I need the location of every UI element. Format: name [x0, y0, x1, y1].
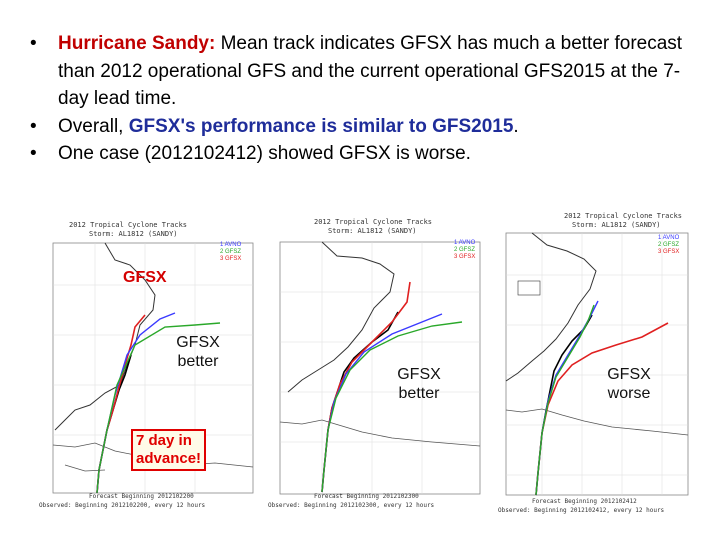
bullet-highlight-overall: GFSX's performance is similar to GFS2015	[128, 115, 514, 137]
map-observed: Observed: Beginning 2012102300, every 12…	[268, 502, 435, 509]
legend-gfsx: 3 GFSX	[658, 249, 680, 255]
map-forecast: Forecast Beginning 2012102412	[532, 498, 637, 505]
map-title: 2012 Tropical Cyclone Tracks	[69, 221, 188, 229]
legend-gfsz: 2 GFSZ	[220, 249, 242, 255]
track-map-panel-3: 2012 Tropical Cyclone Tracks Storm: AL18…	[492, 205, 692, 520]
legend-gfsx: 3 GFSX	[454, 254, 476, 260]
bullet-text-case: One case (2012102412) showed GFSX is wor…	[58, 143, 471, 164]
map-legend: 1 AVNO 2 GFSZ 3 GFSX	[658, 235, 679, 256]
map-legend: 1 AVNO 2 GFSZ 3 GFSX	[454, 240, 475, 261]
callout-7-day: 7 day in advance!	[131, 429, 207, 471]
track-map-2	[262, 212, 490, 512]
track-map-panel-1: 2012 Tropical Cyclone Tracks Storm: AL18…	[35, 215, 260, 513]
bullet-dot: •	[30, 33, 37, 54]
bullet-dot: •	[30, 115, 37, 137]
map-forecast: Forecast Beginning 2012102300	[314, 493, 419, 500]
bullet-text-sandy: Mean track indicates GFSX has much a bet…	[58, 33, 683, 109]
bullet-list: • Hurricane Sandy: Mean track indicates …	[30, 30, 700, 168]
map-storm: Storm: AL1812 (SANDY)	[572, 221, 661, 229]
verdict-label-3: GFSX worse	[607, 366, 651, 402]
bullet-dot: •	[30, 143, 37, 164]
map-title: 2012 Tropical Cyclone Tracks	[564, 212, 683, 220]
map-observed: Observed: Beginning 2012102200, every 12…	[39, 502, 206, 509]
map-title: 2012 Tropical Cyclone Tracks	[314, 218, 433, 226]
gfsx-overlay-label: GFSX	[123, 269, 167, 286]
legend-avno: 1 AVNO	[454, 240, 476, 246]
verdict-label-2: GFSX better	[397, 366, 441, 402]
bullet-post-overall: .	[513, 115, 519, 137]
track-map-3	[492, 205, 692, 520]
map-storm: Storm: AL1812 (SANDY)	[328, 227, 417, 235]
bullet-pre-overall: Overall,	[58, 115, 129, 137]
verdict-label-1: GFSX better	[176, 334, 220, 370]
legend-avno: 1 AVNO	[220, 242, 242, 248]
bullet-case: • One case (2012102412) showed GFSX is w…	[30, 140, 700, 168]
map-forecast: Forecast Beginning 2012102200	[89, 493, 194, 500]
bullet-overall: • Overall, GFSX's performance is similar…	[30, 113, 700, 141]
legend-gfsx: 3 GFSX	[220, 256, 242, 262]
map-observed: Observed: Beginning 2012102412, every 12…	[498, 507, 665, 514]
map-legend: 1 AVNO 2 GFSZ 3 GFSX	[220, 242, 241, 263]
bullet-sandy: • Hurricane Sandy: Mean track indicates …	[30, 30, 700, 113]
map-storm: Storm: AL1812 (SANDY)	[89, 230, 178, 238]
legend-avno: 1 AVNO	[658, 235, 680, 241]
track-map-panel-2: 2012 Tropical Cyclone Tracks Storm: AL18…	[262, 212, 490, 512]
legend-gfsz: 2 GFSZ	[658, 242, 680, 248]
legend-gfsz: 2 GFSZ	[454, 247, 476, 253]
bullet-lead-sandy: Hurricane Sandy:	[58, 33, 216, 54]
